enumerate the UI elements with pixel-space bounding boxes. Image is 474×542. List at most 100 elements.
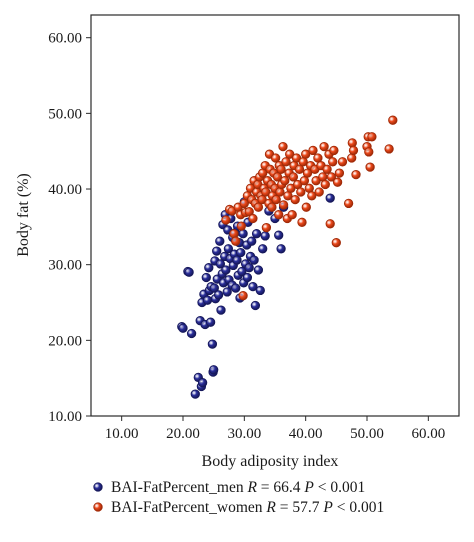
data-point-women — [301, 149, 311, 159]
data-point-men — [238, 229, 248, 239]
data-point-men — [178, 323, 188, 333]
data-point-women — [290, 194, 300, 205]
data-point-women — [271, 194, 281, 205]
data-point-women — [281, 157, 291, 167]
data-point-women — [307, 191, 317, 201]
data-point-men — [215, 259, 226, 269]
data-point-women — [248, 213, 258, 224]
legend-text-part: < 0.001 — [333, 499, 384, 516]
legend-item-women: BAI-FatPercent_women R = 57.7 P < 0.001 — [93, 499, 384, 516]
data-point-women — [287, 210, 297, 220]
data-point-women — [351, 169, 361, 180]
data-point-men — [325, 193, 335, 203]
legend: BAI-FatPercent_men R = 66.4 P < 0.001BAI… — [93, 479, 384, 516]
data-point-men — [221, 265, 231, 275]
data-point-men — [190, 389, 200, 399]
data-point-men — [223, 244, 234, 254]
data-point-women — [313, 153, 323, 163]
data-point-men — [249, 255, 259, 265]
data-point-women — [332, 177, 343, 187]
data-point-men — [197, 378, 208, 388]
data-point-men — [236, 247, 246, 258]
legend-text-part: BAI-FatPercent_men — [111, 479, 247, 496]
x-tick-label: 50.00 — [350, 426, 384, 442]
data-point-women — [267, 202, 277, 212]
data-point-women — [337, 157, 348, 167]
data-point-men — [204, 263, 214, 273]
data-point-women — [280, 176, 290, 186]
data-point-women — [278, 141, 288, 152]
data-point-men — [258, 244, 268, 254]
data-point-women — [326, 172, 337, 182]
legend-text-part: P — [322, 499, 333, 516]
data-point-men — [232, 255, 242, 265]
legend-text-part: BAI-FatPercent_women — [111, 499, 266, 516]
data-point-women — [231, 236, 241, 246]
legend-text-part: R — [265, 499, 276, 516]
data-point-women — [322, 164, 332, 174]
data-point-men — [209, 283, 219, 293]
data-point-men — [215, 236, 225, 246]
data-point-women — [236, 221, 246, 231]
data-point-men — [247, 236, 257, 246]
data-point-women — [384, 144, 394, 154]
x-axis-label: Body adiposity index — [202, 453, 339, 470]
data-point-men — [237, 266, 247, 277]
x-tick-label: 10.00 — [105, 426, 139, 442]
data-point-men — [213, 290, 224, 300]
data-point-women — [334, 168, 345, 178]
data-point-women — [328, 157, 338, 167]
y-tick-label: 60.00 — [48, 31, 82, 47]
data-point-men — [260, 231, 270, 241]
legend-text-part: < 0.001 — [314, 479, 365, 496]
data-point-women — [367, 132, 377, 142]
data-point-women — [388, 115, 398, 125]
data-point-women — [270, 153, 281, 163]
data-point-women — [221, 215, 231, 225]
y-tick-label: 50.00 — [48, 106, 82, 122]
data-point-men — [244, 263, 254, 273]
x-tick-label: 60.00 — [411, 426, 445, 442]
legend-label: BAI-FatPercent_men R = 66.4 P < 0.001 — [111, 479, 365, 496]
data-point-men — [216, 305, 226, 315]
data-point-women — [301, 202, 311, 212]
data-point-women — [308, 145, 318, 156]
data-point-women — [272, 172, 283, 182]
data-point-women — [288, 172, 299, 182]
data-point-women — [318, 172, 328, 182]
data-points — [177, 115, 398, 399]
data-point-women — [299, 176, 310, 186]
data-point-women — [320, 179, 330, 190]
data-point-men — [205, 317, 216, 327]
data-point-women — [319, 141, 329, 152]
data-point-women — [347, 138, 357, 148]
data-point-men — [276, 244, 286, 254]
data-point-women — [343, 198, 354, 209]
x-tick-label: 30.00 — [227, 426, 261, 442]
data-point-women — [253, 202, 264, 212]
data-point-women — [278, 200, 289, 210]
data-point-women — [331, 238, 341, 248]
data-point-men — [251, 229, 262, 239]
x-tick-label: 20.00 — [166, 426, 200, 442]
data-point-men — [248, 281, 258, 292]
y-axis-label: Body fat (%) — [15, 173, 32, 257]
data-point-women — [261, 222, 272, 233]
data-point-women — [314, 187, 324, 197]
y-tick-label: 20.00 — [48, 333, 82, 349]
data-point-men — [274, 230, 284, 240]
y-tick-label: 10.00 — [48, 409, 82, 425]
data-point-men — [201, 272, 211, 283]
data-point-women — [325, 219, 335, 229]
x-tick-label: 40.00 — [289, 426, 323, 442]
data-point-women — [364, 147, 374, 157]
data-point-men — [186, 328, 197, 339]
data-point-men — [231, 283, 241, 293]
legend-marker — [93, 482, 103, 492]
data-point-women — [229, 229, 239, 239]
data-point-men — [242, 272, 253, 283]
data-point-women — [276, 164, 286, 174]
legend-label: BAI-FatPercent_women R = 57.7 P < 0.001 — [111, 499, 384, 516]
